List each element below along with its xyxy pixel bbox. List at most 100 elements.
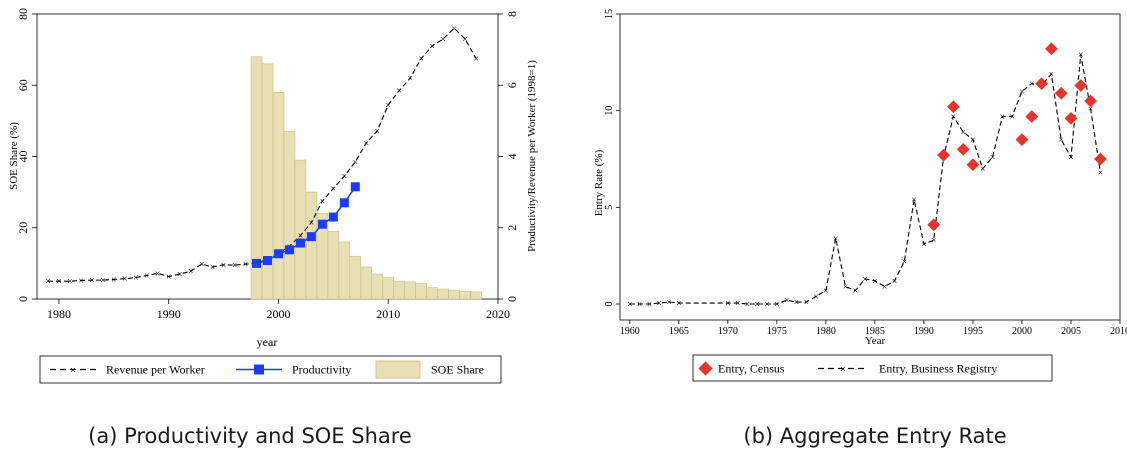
registry-point: × (676, 299, 682, 310)
legend-revenue-label: Revenue per Worker (106, 363, 205, 377)
x-axis-label-a: year (257, 335, 278, 349)
census-point (1045, 42, 1058, 56)
productivity-line (256, 186, 356, 265)
revenue-point: × (100, 276, 106, 287)
revenue-point: × (177, 270, 183, 281)
x-tick-label-a: 2020 (486, 307, 510, 321)
x-tick-label-b: 1985 (865, 326, 885, 337)
revenue-point: × (462, 34, 468, 45)
revenue-point: × (418, 54, 424, 65)
soe-share-bar (437, 288, 449, 300)
legend-item-census: Entry, Census (698, 361, 785, 376)
soe-share-bar (415, 283, 427, 300)
revenue-point: × (232, 261, 238, 272)
revenue-point: × (111, 275, 117, 286)
registry-point: × (1058, 135, 1064, 146)
panel-b: × × × × × × × × × × × × × × ××××× ×× ×××××× ××××××× ××××××… (593, 9, 1127, 448)
legend-soe-swatch (375, 360, 421, 379)
soe-share-bar (338, 241, 351, 300)
registry-point: × (647, 300, 653, 311)
productivity-point (339, 198, 349, 208)
legend-a: × Revenue per Worker Productivity SOE Sh… (39, 355, 502, 384)
revenue-point: × (407, 74, 413, 85)
x-tick-label-b: 1975 (767, 326, 787, 337)
panel-b-axes: 1960 1965 1970 1975 1980 1985 1990 1995 2000 2005… (604, 9, 1127, 337)
legend-productivity-marker (254, 364, 264, 375)
registry-point: × (1078, 50, 1084, 61)
registry-point: × (901, 257, 907, 268)
revenue-point: × (155, 269, 161, 280)
x-tick-label-b: 1965 (669, 326, 689, 337)
soe-share-bar (393, 280, 406, 300)
revenue-point: × (56, 277, 62, 288)
y-axis-left-label-a: SOE Share (%) (8, 122, 20, 190)
registry-point: × (745, 300, 751, 311)
census-point (946, 100, 960, 114)
census-point (937, 148, 950, 162)
y-tick-label-b: 10 (604, 106, 615, 116)
registry-line (629, 54, 1101, 305)
revenue-point: × (243, 260, 249, 271)
soe-share-bar (272, 92, 285, 300)
revenue-point: × (374, 126, 380, 137)
registry-point: × (666, 298, 672, 309)
soe-share-bar (448, 289, 460, 300)
soe-share-bar (327, 231, 340, 300)
y-tick-label-b: 15 (604, 9, 615, 19)
soe-share-bar (294, 159, 307, 300)
revenue-point: × (188, 267, 194, 278)
soe-share-bar (349, 255, 362, 300)
y-right-tick-label-a: 4 (505, 154, 519, 160)
legend-item-revenue: × Revenue per Worker (50, 363, 205, 377)
y-left-tick-label-a: 80 (16, 8, 30, 20)
census-point (1054, 86, 1068, 100)
revenue-point: × (221, 260, 227, 271)
registry-point: × (852, 286, 858, 297)
x-tick-label-b: 2000 (1012, 326, 1032, 337)
census-point (1094, 152, 1107, 166)
registry-point: × (1029, 79, 1035, 90)
registry-point: × (1068, 153, 1074, 164)
legend-census-label: Entry, Census (718, 362, 785, 376)
registry-point: × (637, 300, 643, 311)
registry-point: × (1000, 112, 1006, 123)
registry-point: × (960, 127, 966, 138)
panel-a: ××××××××××××××××××××××××××××××××××××××××… (8, 8, 538, 448)
legend-productivity-label: Productivity (292, 363, 351, 377)
y-left-tick-label-a: 60 (16, 79, 30, 91)
x-tick-label-a: 1990 (157, 307, 181, 321)
soe-share-bar (404, 281, 416, 300)
legend-item-soe: SOE Share (375, 360, 484, 379)
x-tick-label-b: 1995 (963, 326, 983, 337)
y-axis-label-b: Entry Rate (%) (593, 149, 605, 216)
revenue-point: × (309, 218, 315, 229)
plot-b-frame (619, 13, 1121, 321)
y-left-tick-label-a: 40 (16, 151, 30, 163)
revenue-point: × (78, 276, 84, 287)
legend-item-registry: × Entry, Business Registry (818, 362, 997, 376)
registry-point: × (1098, 168, 1104, 179)
productivity-point (306, 232, 316, 242)
census-point (1015, 133, 1029, 147)
x-tick-label-b: 1960 (620, 326, 640, 337)
legend-registry-label: Entry, Business Registry (879, 362, 997, 376)
x-tick-label-b: 1970 (718, 326, 738, 337)
productivity-point (328, 212, 338, 222)
revenue-point: × (331, 184, 337, 195)
census-point (1084, 94, 1097, 108)
soe-share-bar (371, 273, 384, 300)
registry-point: × (951, 112, 957, 123)
registry-point: × (980, 164, 986, 175)
census-point (1035, 77, 1048, 90)
registry-point: × (882, 282, 888, 293)
legend-census-marker (698, 361, 713, 376)
revenue-point: × (396, 86, 402, 97)
x-tick-label-b: 2010 (1110, 326, 1127, 337)
x-tick-label-b: 1980 (816, 326, 836, 337)
soe-share-bar (305, 191, 318, 300)
census-point (927, 218, 941, 232)
productivity-series (252, 182, 360, 268)
revenue-point: × (45, 277, 51, 288)
revenue-point: × (122, 274, 128, 285)
registry-point: × (990, 153, 996, 164)
